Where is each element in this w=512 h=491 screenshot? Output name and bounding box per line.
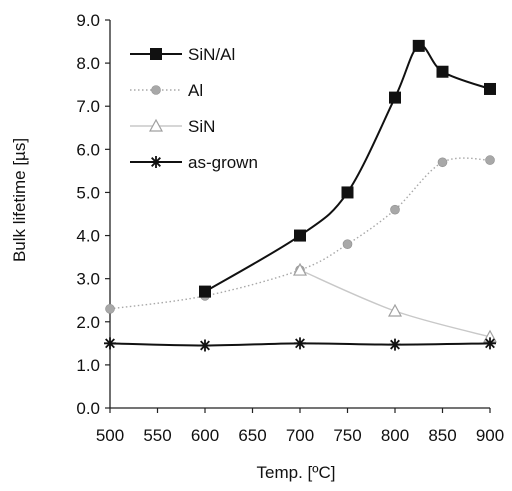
data-point-as-grown — [294, 337, 306, 350]
data-point-sin — [292, 262, 308, 276]
legend-marker-as-grown — [150, 156, 162, 168]
y-tick-label: 9.0 — [76, 11, 100, 30]
x-tick-label: 750 — [333, 426, 361, 445]
legend-item-sin-al: SiN/Al — [130, 45, 235, 64]
x-tick-label: 500 — [96, 426, 124, 445]
y-tick-label: 0.0 — [76, 399, 100, 418]
x-tick-label: 650 — [238, 426, 266, 445]
data-point-as-grown — [104, 337, 116, 350]
data-point-al — [342, 239, 353, 249]
legend-marker-al — [151, 85, 161, 95]
data-point-sin-al — [412, 39, 425, 52]
data-point-sin — [387, 303, 403, 317]
x-tick-label: 900 — [476, 426, 504, 445]
data-point-al — [485, 155, 495, 165]
x-tick-label: 700 — [286, 426, 314, 445]
data-point-sin-al — [389, 91, 401, 104]
legend-marker-sin-al — [150, 48, 162, 60]
series-sin — [292, 262, 498, 343]
legend-label-sin: SiN — [188, 117, 215, 136]
y-tick-label: 7.0 — [76, 97, 100, 116]
legend-label-sin-al: SiN/Al — [188, 45, 235, 64]
series-as-grown — [104, 337, 496, 352]
y-axis-label: Bulk lifetime [µs] — [10, 138, 29, 262]
y-tick-label: 4.0 — [76, 227, 100, 246]
legend-item-al: Al — [130, 81, 203, 100]
legend-label-al: Al — [188, 81, 203, 100]
x-tick-label: 800 — [381, 426, 409, 445]
x-tick-label: 600 — [191, 426, 219, 445]
legend-marker-sin — [148, 118, 164, 132]
data-point-sin-al — [294, 229, 306, 242]
data-point-as-grown — [199, 339, 211, 352]
data-point-al — [437, 157, 448, 168]
axes — [105, 19, 491, 413]
data-point-al — [390, 204, 400, 215]
y-tick-label: 1.0 — [76, 356, 100, 375]
data-point-sin-al — [436, 65, 449, 78]
legend-item-sin: SiN — [130, 117, 215, 136]
y-tick-label: 3.0 — [76, 270, 100, 289]
legend: SiN/Al Al SiN as-grown — [130, 45, 258, 172]
data-point-sin-al — [199, 285, 211, 298]
legend-label-as-grown: as-grown — [188, 153, 258, 172]
data-point-as-grown — [484, 337, 496, 350]
x-axis-label: Temp. [ºC] — [257, 463, 336, 482]
series-layer — [104, 39, 498, 352]
series-line-sin — [299, 269, 491, 338]
y-tick-label: 6.0 — [76, 140, 100, 159]
data-point-sin-al — [484, 82, 496, 95]
series-sin-al — [199, 39, 496, 298]
data-point-sin-al — [341, 186, 354, 199]
y-tick-label: 2.0 — [76, 313, 100, 332]
y-tick-label: 5.0 — [76, 183, 100, 202]
x-tick-label: 550 — [143, 426, 171, 445]
legend-item-as-grown: as-grown — [130, 153, 258, 172]
x-tick-label: 850 — [428, 426, 456, 445]
y-tick-label: 8.0 — [76, 54, 100, 73]
data-point-as-grown — [389, 338, 401, 351]
data-point-al — [105, 304, 115, 314]
tick-labels: 0.0 1.0 2.0 3.0 4.0 5.0 6.0 7.0 8.0 9.0 500 550 600 6… — [76, 11, 504, 445]
